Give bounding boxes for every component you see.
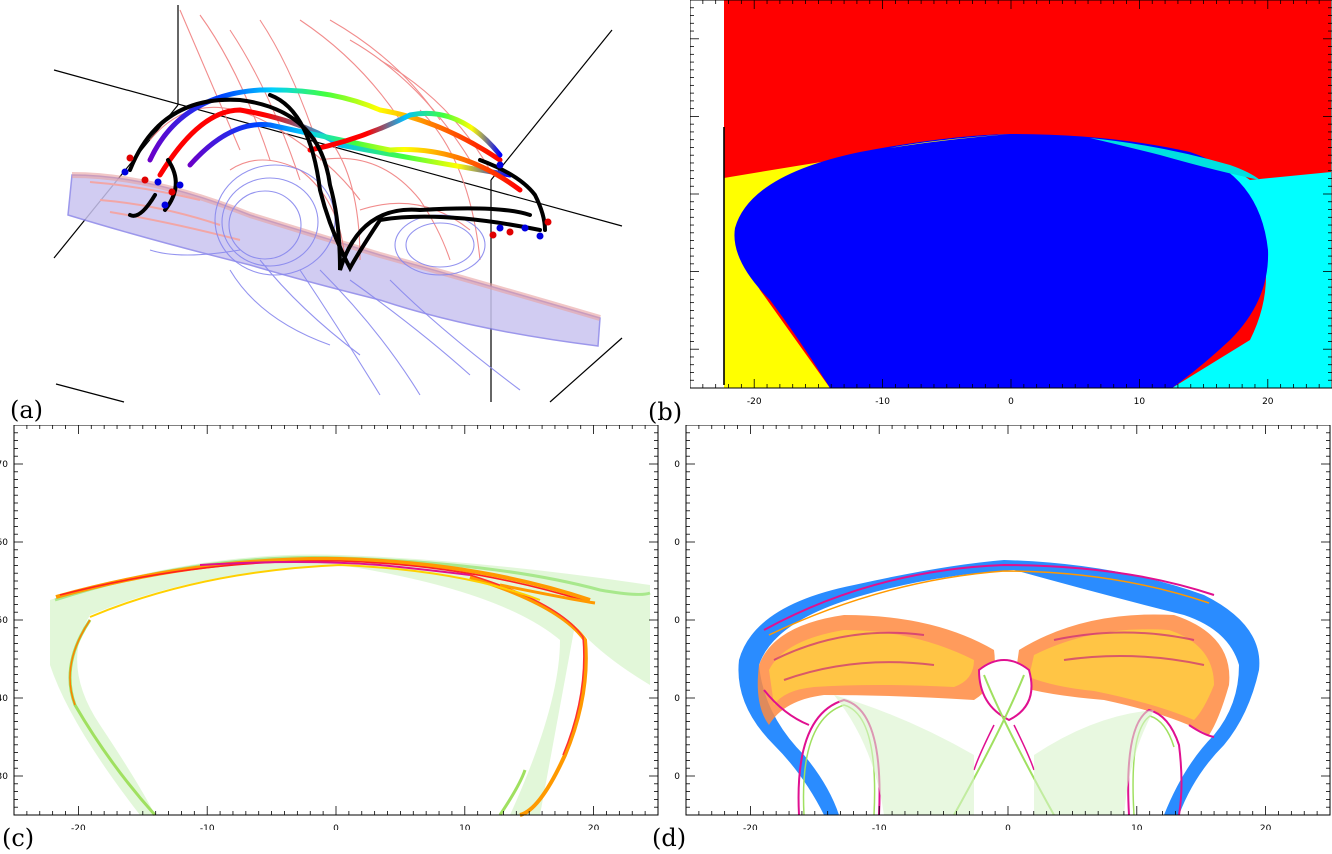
y-tick-label: 40 xyxy=(674,694,680,704)
panel-label-b: (b) xyxy=(648,398,683,426)
traced-field-lines xyxy=(147,87,523,193)
axes-c: -20 -10 0 10 20 70 60 50 40 30 xyxy=(0,425,659,830)
x-tick-label: 0 xyxy=(1008,397,1014,407)
panel-label-d: (d) xyxy=(652,824,687,852)
qsl-structure xyxy=(50,554,651,817)
x-tick-label: -10 xyxy=(200,824,215,830)
y-tick-label: 50 xyxy=(0,616,8,626)
x-tick-label: -20 xyxy=(743,824,758,830)
x-tick-label: 20 xyxy=(588,824,600,830)
black-field-lines xyxy=(128,93,547,273)
y-tick-label: 70 xyxy=(674,460,680,470)
x-tick-label: -10 xyxy=(872,824,887,830)
footpoint-markers xyxy=(121,154,552,240)
y-tick-label: 40 xyxy=(0,694,8,704)
region-cyan xyxy=(1090,140,1331,388)
y-tick-label: 70 xyxy=(0,460,8,470)
region-blue xyxy=(734,134,1269,388)
x-tick-label: 10 xyxy=(1131,824,1143,830)
x-tick-label: 10 xyxy=(1134,397,1146,407)
panel-a-fieldlines xyxy=(53,5,623,403)
panel-label-a: (a) xyxy=(10,396,44,424)
qsl-detail xyxy=(738,560,1260,816)
region-yellow xyxy=(724,134,1010,388)
box-frame xyxy=(53,5,623,403)
panel-b-connectivity-map: -20-10010207060504030 xyxy=(690,0,1332,407)
y-tick-label: 30 xyxy=(674,772,680,782)
panel-c-squashing-map: -20 -10 0 10 20 70 60 50 40 30 xyxy=(0,425,659,830)
y-tick-label: 60 xyxy=(674,538,680,548)
flux-rope xyxy=(67,172,601,347)
y-tick-label: 30 xyxy=(0,772,8,782)
panel-d-squashing-map: -20 -10 0 10 20 70 60 50 40 30 xyxy=(674,425,1331,830)
x-tick-label: 0 xyxy=(333,824,339,830)
y-tick-label: 60 xyxy=(0,538,8,548)
x-tick-label: 20 xyxy=(1260,824,1272,830)
x-tick-label: -20 xyxy=(747,397,762,407)
x-tick-label: -10 xyxy=(875,397,890,407)
x-tick-label: 10 xyxy=(459,824,471,830)
x-tick-label: 20 xyxy=(1262,397,1274,407)
axes-b: -20-10010207060504030 xyxy=(690,0,1332,407)
region-fills xyxy=(724,0,1331,388)
panel-label-c: (c) xyxy=(2,824,35,852)
y-tick-label: 50 xyxy=(674,616,680,626)
x-tick-label: 0 xyxy=(1005,824,1011,830)
x-tick-label: -20 xyxy=(71,824,86,830)
blue-field-lines xyxy=(149,164,521,396)
axes-d: -20 -10 0 10 20 70 60 50 40 30 xyxy=(674,425,1331,830)
